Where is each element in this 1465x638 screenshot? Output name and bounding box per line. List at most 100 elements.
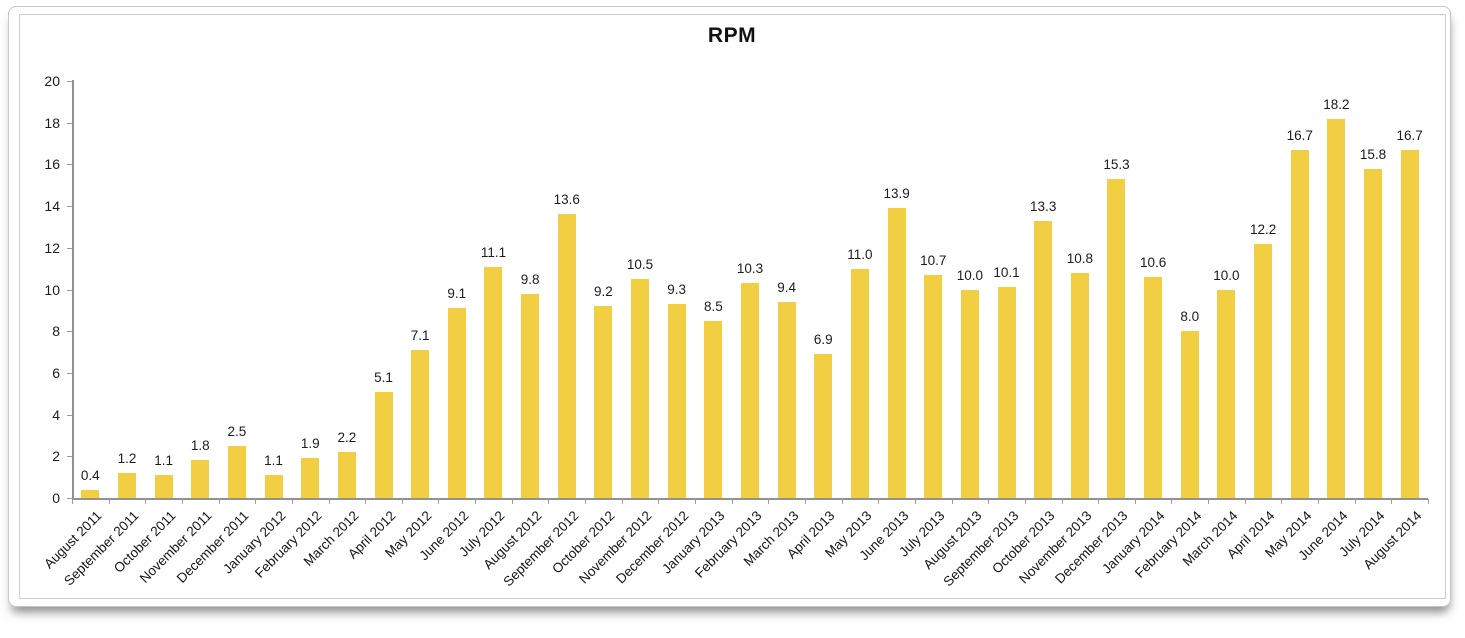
bar [1290,149,1309,498]
bar [704,320,723,498]
bar [1400,149,1419,498]
y-tick [67,331,72,333]
bar [1070,272,1089,498]
bar-value-label: 12.2 [1249,221,1277,237]
bar-value-label: 8.0 [1180,309,1200,325]
bar-value-label: 2.2 [337,430,357,446]
x-tick [108,499,110,504]
y-tick [67,289,72,291]
bar [264,475,283,498]
bar-value-label: 10.1 [993,265,1020,281]
bar-value-label: 2.5 [227,423,247,439]
bar-value-label: 9.4 [777,280,797,295]
x-tick [1061,499,1063,504]
bar [557,214,576,498]
bar-value-label: 9.3 [667,282,687,298]
x-tick [878,499,880,504]
bar [594,306,613,498]
x-tick [1024,499,1026,504]
bar-value-label: 13.3 [1030,198,1057,214]
bar [960,289,979,498]
y-tick-label: 10 [44,281,60,298]
x-tick [72,499,73,504]
x-tick [438,499,440,504]
x-tick [695,499,697,504]
x-tick [401,499,403,504]
bar-value-label: 15.3 [1103,156,1130,172]
bar [777,302,796,498]
bar [814,354,833,498]
bar [667,304,686,498]
bar [154,475,173,498]
bar [631,279,650,498]
bar [1144,276,1163,498]
bar [447,308,466,498]
x-tick [181,499,183,504]
bar-value-label: 10.0 [956,267,984,283]
bar-value-label: 18.2 [1323,96,1350,112]
x-tick [658,499,660,504]
x-tick [731,499,733,504]
bar-value-label: 1.1 [264,453,283,469]
bar-value-label: 1.9 [300,436,320,452]
bar [1107,178,1126,498]
x-tick [1098,499,1100,504]
bar [117,472,136,498]
bar-value-label: 7.1 [410,327,430,343]
y-tick-label: 4 [52,406,60,423]
x-tick [145,499,147,504]
bar [1034,220,1053,498]
bar-value-label: 1.8 [190,438,210,454]
y-tick-label: 20 [44,73,60,89]
bar [521,293,540,498]
x-tick [951,499,953,504]
y-tick [67,498,72,499]
x-tick [255,499,257,504]
bar-value-label: 6.9 [813,332,833,348]
y-tick [67,164,72,166]
bar-value-label: 0.4 [80,467,100,483]
bar [227,445,246,498]
x-tick [914,499,916,504]
bar-value-label: 13.9 [883,186,910,202]
x-tick [1171,499,1173,504]
bar-value-label: 9.1 [447,286,467,302]
bar-value-label: 16.7 [1396,127,1423,143]
bar-value-label: 10.8 [1066,250,1093,266]
x-tick [1244,499,1246,504]
y-tick-label: 16 [44,156,60,173]
bar [301,458,320,498]
x-tick [768,499,770,504]
bar [1217,289,1236,498]
bar-value-label: 8.5 [703,298,723,314]
x-tick [511,499,513,504]
y-tick [67,206,72,208]
y-tick [67,456,72,458]
bar-value-label: 16.7 [1286,127,1313,143]
y-tick-label: 6 [52,364,60,381]
bar [1254,243,1273,498]
x-tick [1391,499,1393,504]
bar-value-label: 10.0 [1213,267,1240,283]
x-tick [1354,499,1356,504]
y-tick-label: 2 [52,448,60,465]
x-tick [1208,499,1210,504]
bar-value-label: 5.1 [374,369,393,385]
x-tick [804,499,806,504]
y-tick-label: 0 [52,490,60,506]
bar [850,268,869,498]
y-tick-label: 8 [52,323,60,340]
y-tick [67,81,72,82]
bar [337,452,356,498]
bar [741,283,759,498]
x-tick [328,499,330,504]
y-tick-label: 14 [44,198,60,215]
bar-value-label: 1.2 [117,450,137,466]
bar-value-label: 10.3 [736,261,764,277]
chart-title: RPM [707,24,757,47]
y-tick [67,247,72,249]
bar [924,274,943,498]
bar-value-label: 13.6 [553,192,580,208]
x-tick [548,499,550,504]
